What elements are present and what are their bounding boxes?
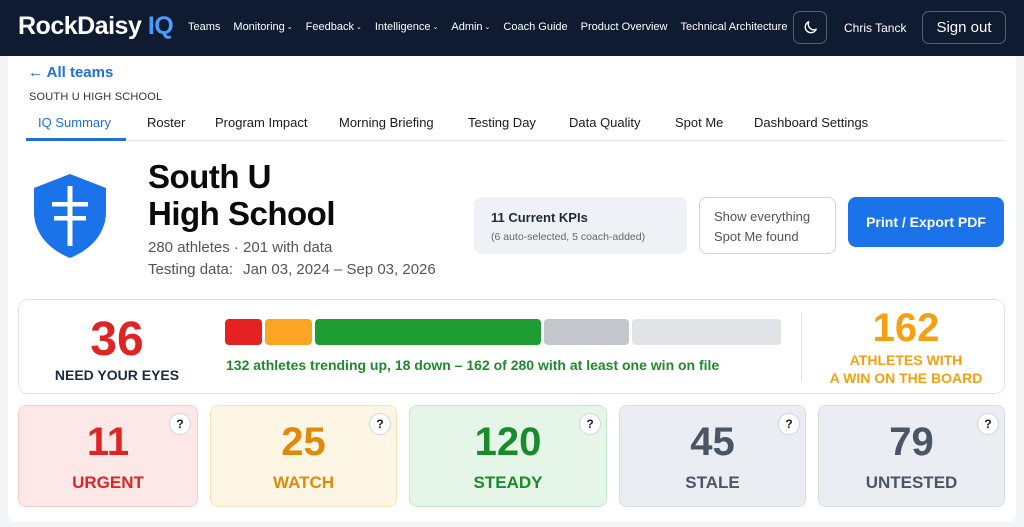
nav-item-monitoring[interactable]: Monitoring ⌄ <box>233 21 292 33</box>
chevron-down-icon: ⌄ <box>355 24 362 31</box>
wins-count: 162 <box>872 306 940 350</box>
nav-label: Coach Guide <box>503 21 568 33</box>
tab-program-impact[interactable]: Program Impact <box>215 115 308 130</box>
show-button-line1: Show everything <box>714 209 811 224</box>
help-icon[interactable]: ? <box>778 413 800 435</box>
breadcrumb: SOUTH U HIGH SCHOOL <box>29 91 163 103</box>
theme-toggle-button[interactable] <box>793 11 827 44</box>
nav-label: Product Overview <box>580 21 668 33</box>
help-icon[interactable]: ? <box>579 413 601 435</box>
summary-divider <box>801 312 802 382</box>
nav-label: Intelligence <box>374 21 431 33</box>
wins-label-line2: A WIN ON THE BOARD <box>829 370 983 386</box>
card-label: STEADY <box>473 473 543 492</box>
testing-label: Testing data: <box>148 261 234 278</box>
chevron-down-icon: ⌄ <box>286 24 293 31</box>
tab-spot-me[interactable]: Spot Me <box>675 115 724 130</box>
status-card-stale[interactable]: ? 45 STALE <box>619 405 806 507</box>
school-shield-icon <box>34 174 106 258</box>
show-button-line2: Spot Me found <box>714 229 799 244</box>
card-label: URGENT <box>72 473 144 492</box>
school-title: South U High School <box>148 158 336 232</box>
tab-roster[interactable]: Roster <box>147 115 186 130</box>
nav-item-admin[interactable]: Admin ⌄ <box>451 21 490 33</box>
nav-label: Admin <box>451 21 483 33</box>
sign-out-button[interactable]: Sign out <box>922 11 1006 44</box>
chevron-down-icon: ⌄ <box>432 24 439 31</box>
nav-label: Teams <box>188 21 221 33</box>
card-count: 25 <box>281 420 326 464</box>
active-tab-indicator <box>26 138 126 141</box>
tab-dashboard-settings[interactable]: Dashboard Settings <box>754 115 869 130</box>
tab-testing-day[interactable]: Testing Day <box>468 115 536 130</box>
print-export-pdf-button[interactable]: Print / Export PDF <box>848 197 1004 247</box>
testing-range: Jan 03, 2024 – Sep 03, 2026 <box>243 261 436 278</box>
brand-name: RockDaisy <box>18 12 142 40</box>
tab-iq-summary[interactable]: IQ Summary <box>38 115 111 130</box>
brand-logo[interactable]: RockDaisy IQ <box>18 12 174 41</box>
show-everything-button[interactable]: Show everything Spot Me found <box>699 197 836 254</box>
bar-segment-watch[interactable] <box>264 319 312 345</box>
nav-item-technical-architecture[interactable]: Technical Architecture <box>680 21 787 33</box>
wins-label: ATHLETES WITH A WIN ON THE BOARD <box>811 351 1001 387</box>
summary-panel: 36 NEED YOUR EYES 132 athletes trending … <box>18 299 1005 394</box>
main-panel: ← All teams SOUTH U HIGH SCHOOL IQ Summa… <box>8 56 1016 522</box>
need-your-eyes-count: 36 <box>90 313 144 366</box>
tab-data-quality[interactable]: Data Quality <box>569 115 641 130</box>
status-card-watch[interactable]: ? 25 WATCH <box>210 405 397 507</box>
bar-segment-steady[interactable] <box>315 319 542 345</box>
bar-segment-untested[interactable] <box>632 319 781 345</box>
bar-segment-urgent[interactable] <box>225 319 262 345</box>
card-count: 79 <box>889 420 934 464</box>
status-card-steady[interactable]: ? 120 STEADY <box>409 405 607 507</box>
kpi-subtitle: (6 auto-selected, 5 coach-added) <box>491 231 646 243</box>
card-label: WATCH <box>272 473 335 492</box>
athlete-count: 280 athletes · 201 with data <box>148 239 333 256</box>
school-title-line1: South U <box>148 158 271 195</box>
nav-label: Technical Architecture <box>680 21 788 33</box>
status-card-untested[interactable]: ? 79 UNTESTED <box>818 405 1005 507</box>
moon-icon <box>804 21 817 34</box>
card-label: UNTESTED <box>865 473 958 492</box>
current-kpis-summary[interactable]: 11 Current KPIs (6 auto-selected, 5 coac… <box>474 197 687 254</box>
nav-item-feedback[interactable]: Feedback ⌄ <box>306 21 362 33</box>
tab-bar: IQ Summary Roster Program Impact Morning… <box>26 110 1006 141</box>
top-navbar: RockDaisy IQ Teams Monitoring ⌄ Feedback ⌄… <box>0 0 1024 56</box>
card-label: STALE <box>685 473 740 492</box>
nav-label: Feedback <box>305 21 354 33</box>
nav-item-intelligence[interactable]: Intelligence ⌄ <box>375 21 439 33</box>
school-title-line2: High School <box>148 195 336 232</box>
user-name: Chris Tanck <box>844 21 907 35</box>
main-nav: Teams Monitoring ⌄ Feedback ⌄ Intelligence… <box>188 21 800 33</box>
nav-item-coach-guide[interactable]: Coach Guide <box>503 21 567 33</box>
brand-suffix: IQ <box>147 12 174 40</box>
wins-label-line1: ATHLETES WITH <box>849 352 963 368</box>
card-count: 45 <box>690 420 735 464</box>
help-icon[interactable]: ? <box>369 413 391 435</box>
back-to-teams-link[interactable]: ← All teams <box>28 64 114 81</box>
kpi-title: 11 Current KPIs <box>491 210 588 225</box>
chevron-down-icon: ⌄ <box>484 24 491 31</box>
need-your-eyes-label: NEED YOUR EYES <box>54 367 180 383</box>
status-card-urgent[interactable]: ? 11 URGENT <box>18 405 198 507</box>
card-count: 11 <box>86 420 130 464</box>
bar-segment-stale[interactable] <box>544 319 630 345</box>
nav-item-product-overview[interactable]: Product Overview <box>581 21 668 33</box>
trend-summary-text: 132 athletes trending up, 18 down – 162 … <box>226 357 720 373</box>
nav-item-teams[interactable]: Teams <box>188 21 220 33</box>
nav-label: Monitoring <box>233 21 285 33</box>
help-icon[interactable]: ? <box>977 413 999 435</box>
help-icon[interactable]: ? <box>169 413 191 435</box>
testing-data-range: Testing data: Jan 03, 2024 – Sep 03, 2026 <box>148 261 436 278</box>
card-count: 120 <box>474 420 542 464</box>
tab-morning-briefing[interactable]: Morning Briefing <box>339 115 434 130</box>
